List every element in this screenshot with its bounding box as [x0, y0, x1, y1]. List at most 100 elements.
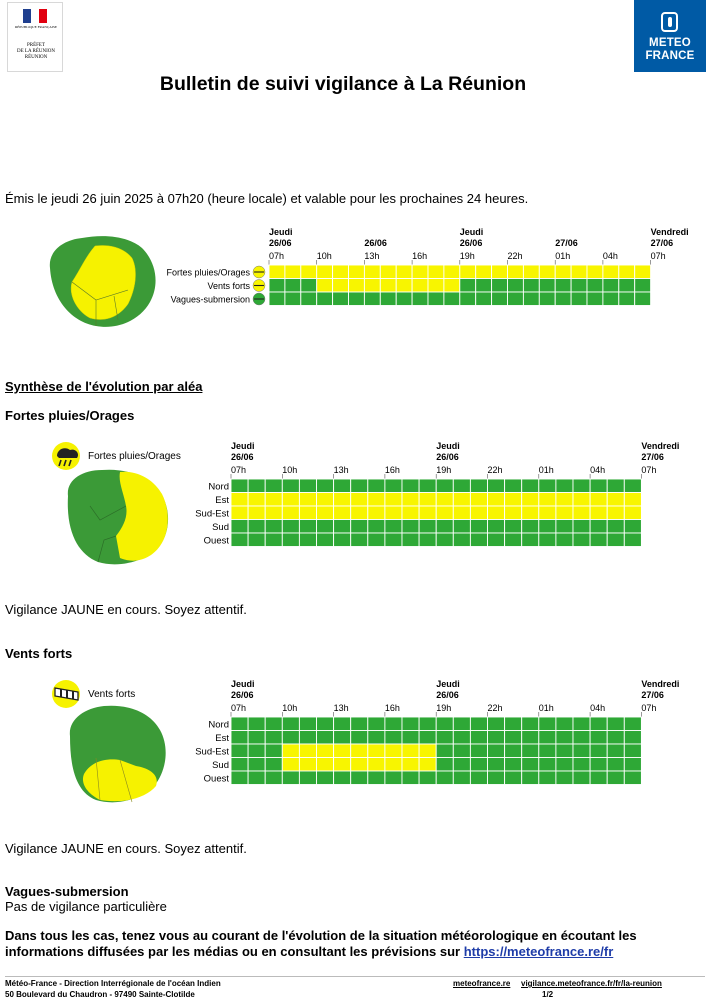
vigilance-cell	[538, 478, 557, 493]
vigilance-cell	[538, 492, 557, 507]
hour-label: 16h	[385, 465, 400, 475]
vigilance-cell	[572, 478, 591, 493]
vigilance-cell	[264, 532, 283, 547]
vigilance-cell	[333, 478, 352, 493]
vigilance-cell	[521, 519, 540, 534]
hour-label: 01h	[539, 465, 554, 475]
vigilance-cell	[367, 730, 386, 745]
date-label: 26/06	[436, 452, 459, 462]
row-label: Vents forts	[207, 281, 250, 291]
hour-label: 01h	[539, 703, 554, 713]
section-heading-waves: Vagues-submersion	[5, 884, 129, 899]
vigilance-cell	[350, 716, 369, 731]
hour-label: 22h	[488, 703, 503, 713]
vigilance-cell	[427, 278, 445, 293]
vigilance-cell	[411, 264, 429, 279]
vigilance-cell	[333, 716, 352, 731]
vigilance-cell	[570, 278, 588, 293]
vigilance-cell	[333, 730, 352, 745]
vigilance-cell	[606, 757, 625, 772]
vigilance-cell	[247, 505, 266, 520]
vigilance-cell	[316, 743, 335, 758]
vigilance-cell	[363, 291, 381, 306]
vigilance-cell	[384, 492, 403, 507]
footer-link-meteofrance[interactable]: meteofrance.re	[453, 979, 511, 988]
vigilance-cell	[623, 532, 642, 547]
vigilance-cell	[333, 505, 352, 520]
row-label: Ouest	[204, 774, 230, 785]
vigilance-cell	[618, 291, 636, 306]
vigilance-cell	[333, 532, 352, 547]
vigilance-cell	[586, 291, 604, 306]
vigilance-cell	[487, 478, 506, 493]
vigilance-cell	[264, 730, 283, 745]
section-heading-wind: Vents forts	[5, 646, 73, 661]
vigilance-cell	[602, 278, 620, 293]
vigilance-cell	[469, 492, 488, 507]
vigilance-cell	[452, 730, 471, 745]
row-label: Sud-Est	[195, 509, 229, 520]
vigilance-cell	[281, 478, 300, 493]
date-label: 26/06	[436, 690, 459, 700]
vigilance-cell	[606, 770, 625, 785]
vigilance-cell	[487, 519, 506, 534]
vigilance-cell	[350, 519, 369, 534]
vigilance-cell	[367, 743, 386, 758]
vigilance-cell	[316, 519, 335, 534]
vigilance-cell	[316, 730, 335, 745]
vigilance-cell	[504, 716, 523, 731]
logo-line-1: METEO	[649, 37, 691, 49]
hour-label: 10h	[317, 251, 332, 261]
vigilance-cell	[606, 532, 625, 547]
waves-text: Pas de vigilance particulière	[5, 899, 167, 914]
meteofrance-link[interactable]: https://meteofrance.re/fr	[463, 944, 614, 959]
vigilance-cell	[384, 519, 403, 534]
vigilance-cell	[247, 492, 266, 507]
vigilance-cell	[401, 757, 420, 772]
vigilance-cell	[521, 730, 540, 745]
vigilance-cell	[367, 519, 386, 534]
vigilance-cell	[555, 716, 574, 731]
vigilance-cell	[634, 278, 652, 293]
prefect-text: PRÉFET DE LA RÉUNION RÉUNION	[16, 43, 56, 60]
vigilance-cell	[623, 743, 642, 758]
vigilance-cell	[379, 291, 397, 306]
wind-icon	[252, 279, 266, 292]
vigilance-cell	[572, 716, 591, 731]
hour-label: 04h	[590, 703, 605, 713]
footer-link-vigilance[interactable]: vigilance.meteofrance.fr/fr/la-reunion	[521, 979, 662, 988]
vigilance-cell	[538, 730, 557, 745]
vigilance-cell	[538, 291, 556, 306]
day-label: Jeudi	[231, 441, 255, 451]
synthesis-heading: Synthèse de l'évolution par aléa	[5, 379, 203, 394]
vigilance-cell	[350, 505, 369, 520]
vigilance-cell	[401, 716, 420, 731]
vigilance-cell	[411, 291, 429, 306]
vigilance-cell	[316, 492, 335, 507]
hour-label: 13h	[334, 703, 349, 713]
wind-legend: Vents forts	[88, 689, 135, 700]
vigilance-cell	[316, 505, 335, 520]
vigilance-cell	[586, 264, 604, 279]
hour-label: 19h	[436, 465, 451, 475]
vigilance-cell	[522, 278, 540, 293]
vigilance-cell	[634, 291, 652, 306]
vigilance-cell	[367, 716, 386, 731]
meteo-france-logo: METEO FRANCE	[634, 0, 706, 72]
row-label: Nord	[208, 720, 229, 731]
vigilance-cell	[623, 492, 642, 507]
vigilance-cell	[230, 730, 249, 745]
vigilance-cell	[427, 291, 445, 306]
vigilance-cell	[522, 291, 540, 306]
rain-storm-icon	[252, 265, 266, 279]
vigilance-cell	[487, 770, 506, 785]
vigilance-cell	[230, 757, 249, 772]
vigilance-cell	[475, 264, 493, 279]
vigilance-cell	[452, 505, 471, 520]
vigilance-cell	[264, 743, 283, 758]
vigilance-cell	[602, 291, 620, 306]
vigilance-cell	[469, 743, 488, 758]
vigilance-cell	[395, 278, 413, 293]
vigilance-cell	[435, 478, 454, 493]
date-label: 26/06	[231, 452, 254, 462]
